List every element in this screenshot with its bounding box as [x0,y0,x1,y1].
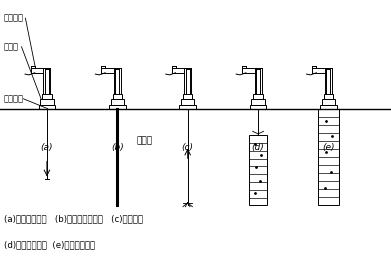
Bar [111,99,124,105]
Text: 高压胶管: 高压胶管 [4,14,24,23]
Text: 旋噴管: 旋噴管 [137,136,153,145]
Bar [318,109,339,205]
Bar [322,99,335,105]
Text: (a): (a) [41,143,53,152]
Bar [179,105,196,109]
Bar [249,135,267,205]
Text: (b): (b) [111,143,124,152]
Bar [253,94,263,99]
Text: (c): (c) [182,143,194,152]
Text: 压浆车: 压浆车 [4,42,19,51]
Text: (a)钓机就位钓孔   (b)钓孔至设计高程   (c)旋噴开始: (a)钓机就位钓孔 (b)钓孔至设计高程 (c)旋噴开始 [4,214,143,224]
Bar [181,99,194,105]
Bar [250,105,266,109]
Text: (e): (e) [322,143,335,152]
Bar [42,94,52,99]
Bar [39,105,55,109]
Bar [320,105,337,109]
Bar [324,94,333,99]
Bar [109,105,126,109]
Text: (d): (d) [252,143,264,152]
Bar [113,94,122,99]
Text: 钓孔机械: 钓孔机械 [4,94,24,103]
Bar [40,99,54,105]
Bar [251,99,265,105]
Bar [183,94,192,99]
Text: (d)边旋噴边提升  (e)旋噴结束成桩: (d)边旋噴边提升 (e)旋噴结束成桩 [4,240,95,250]
